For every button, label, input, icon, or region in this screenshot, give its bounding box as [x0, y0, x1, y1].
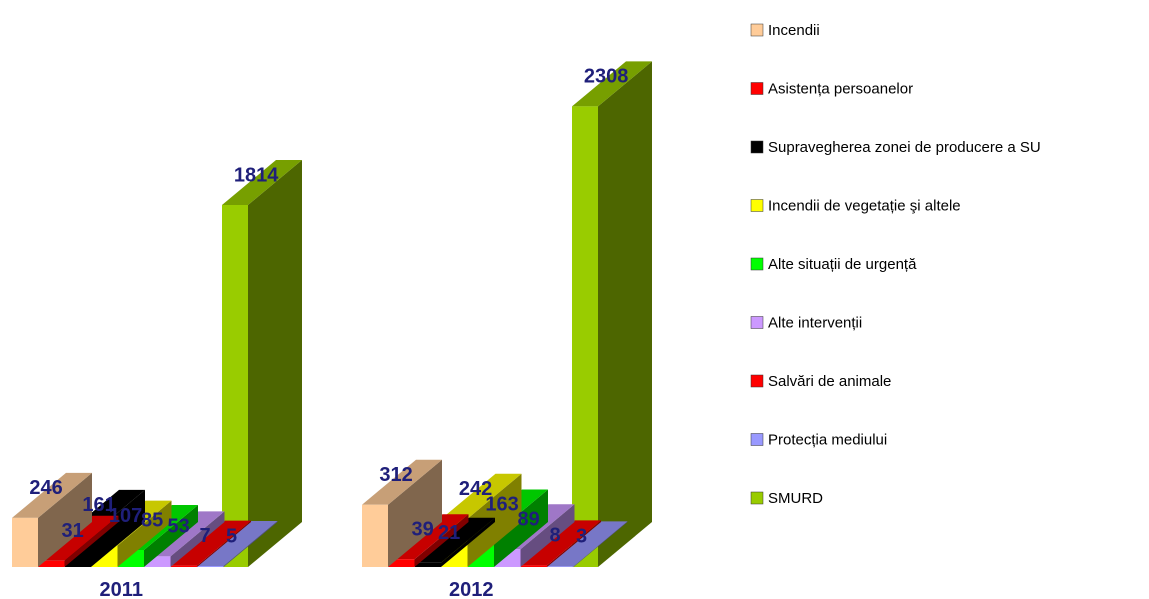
bar-side — [197, 520, 251, 567]
bar-front — [222, 205, 248, 567]
bar-2012-7 — [521, 520, 601, 567]
legend-swatch — [750, 82, 764, 95]
legend-swatch — [750, 316, 764, 329]
bar-side — [117, 500, 172, 567]
legend-label: Protecția mediului — [768, 432, 887, 449]
bar-side — [388, 459, 442, 567]
bar-top — [362, 459, 442, 505]
legend-label: Asistența persoanelor — [768, 81, 913, 98]
legend-swatch — [750, 140, 764, 154]
legend-swatch — [750, 257, 764, 271]
legend-label: Alte intervenții — [768, 315, 862, 332]
bar-front — [362, 504, 388, 567]
category-label: 2012 — [449, 579, 494, 599]
bar-side — [64, 515, 119, 567]
value-label: 85 — [141, 509, 163, 531]
category-label: 2011 — [100, 579, 143, 599]
bar-top — [415, 517, 495, 563]
legend-swatch — [750, 374, 764, 388]
bar-side — [494, 489, 548, 567]
bar-top — [547, 521, 628, 567]
legend-label: Supravegherea zonei de producere a SU — [768, 139, 1041, 156]
bar-front — [547, 566, 574, 567]
value-label: 7 — [200, 525, 211, 547]
legend-label: Incendii — [768, 22, 820, 39]
value-label: 246 — [29, 477, 62, 499]
bar-side — [598, 61, 652, 568]
bar-2012-8 — [547, 521, 628, 567]
value-label: 3 — [576, 526, 587, 548]
value-label: 31 — [61, 520, 83, 542]
value-label: 5 — [226, 525, 237, 547]
bar-side — [573, 521, 628, 567]
bar-2011-9 — [222, 160, 302, 567]
bar-2012-9 — [572, 61, 652, 568]
bar-side — [38, 472, 92, 567]
legend-swatch — [750, 433, 764, 446]
bar-side — [223, 521, 278, 567]
value-label: 107 — [109, 505, 142, 527]
bar-side — [144, 505, 198, 567]
value-label: 53 — [167, 516, 189, 538]
value-label: 312 — [379, 464, 412, 486]
bar-top — [12, 472, 92, 518]
value-label: 89 — [517, 508, 539, 530]
value-label: 8 — [550, 525, 561, 547]
bar-side — [520, 504, 575, 567]
legend-label: Salvări de animale — [768, 373, 891, 390]
value-label: 2308 — [584, 66, 629, 88]
bar-front — [415, 562, 441, 567]
legend-swatch — [750, 491, 764, 505]
value-label: 161 — [82, 494, 115, 516]
bar-top — [441, 473, 522, 519]
bar-top — [222, 160, 302, 205]
bar-side — [547, 520, 601, 567]
bars-layer — [12, 61, 652, 568]
value-label: 21 — [438, 522, 460, 544]
value-label: 39 — [411, 518, 433, 540]
bar-side — [91, 489, 145, 567]
bar-top — [171, 520, 251, 566]
legend-label: Alte situații de urgență — [768, 256, 917, 273]
bar-front — [38, 560, 65, 567]
bar-2011-7 — [171, 520, 251, 567]
bar-front — [521, 565, 547, 567]
category-labels-layer: 2011 2012 — [100, 579, 494, 599]
bar-side — [170, 511, 225, 567]
legend: Incendii Asistența persoanelor Supravegher… — [750, 22, 1041, 507]
value-label: 242 — [459, 478, 492, 500]
bar-front — [572, 106, 598, 568]
bar-2012-3 — [415, 517, 495, 567]
legend-swatch — [750, 199, 764, 212]
bar-top — [521, 520, 601, 566]
value-label: 163 — [485, 494, 518, 516]
legend-label: Incendii de vegetație şi altele — [768, 198, 961, 215]
legend-label: SMURD — [768, 490, 823, 507]
bar-top — [197, 521, 278, 566]
bar-2012-1 — [362, 459, 442, 567]
bar-front — [197, 566, 224, 567]
bar-front — [171, 565, 197, 567]
bar-side — [414, 514, 469, 567]
bar-side — [441, 517, 495, 567]
legend-swatch — [750, 23, 764, 37]
bar-front — [12, 517, 38, 567]
bar-2011-8 — [197, 521, 278, 567]
bar-2011-1 — [12, 472, 92, 567]
bar-side — [248, 160, 302, 567]
value-label: 1814 — [234, 164, 279, 186]
bar-top — [572, 61, 652, 107]
